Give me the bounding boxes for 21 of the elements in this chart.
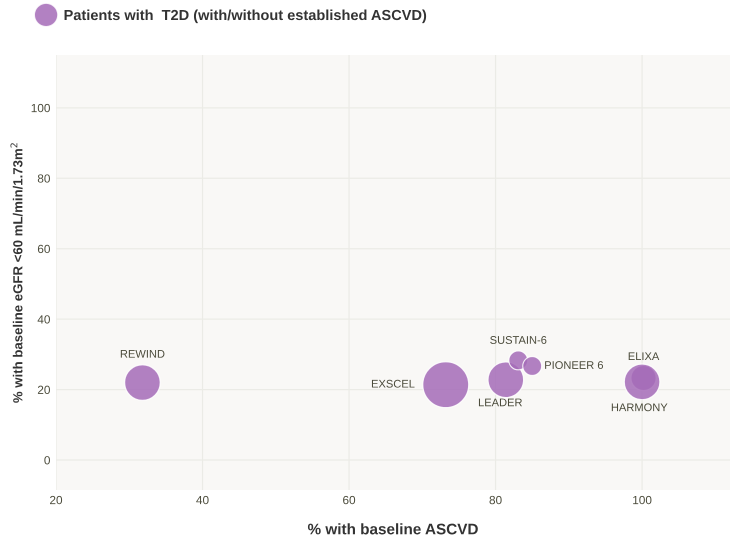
- annotation: LEADER: [478, 398, 522, 406]
- x-tick-label: 60: [343, 496, 356, 504]
- y-tick-label: 60: [38, 244, 50, 254]
- y-tick-label: 80: [38, 174, 50, 183]
- annotation: ELIXA: [628, 352, 660, 360]
- x-tick-label: 80: [490, 496, 502, 504]
- x-tick-label: 40: [196, 496, 209, 504]
- annotation: REWIND: [120, 350, 164, 358]
- y-tick-label: 100: [32, 104, 50, 112]
- annotation: SUSTAIN-6: [490, 336, 546, 344]
- annotation: EXSCEL: [372, 380, 415, 388]
- annotation: HARMONY: [612, 403, 668, 412]
- annotation: PIONEER 6: [545, 361, 604, 369]
- y-tick-label: 40: [38, 315, 50, 324]
- y-tick-label: 0: [44, 456, 50, 464]
- x-tick-label: 20: [50, 496, 62, 504]
- x-tick-label: 100: [633, 496, 652, 504]
- legend-label: Patients with T2D (with/without established ASCVD): [64, 9, 426, 24]
- y-tick-label: 20: [38, 386, 50, 394]
- x-axis-title: % with baseline ASCVD: [308, 523, 478, 534]
- y-axis-title: % with baseline eGFR <60 mL/min/1.73m$^{2}$: [10, 143, 23, 403]
